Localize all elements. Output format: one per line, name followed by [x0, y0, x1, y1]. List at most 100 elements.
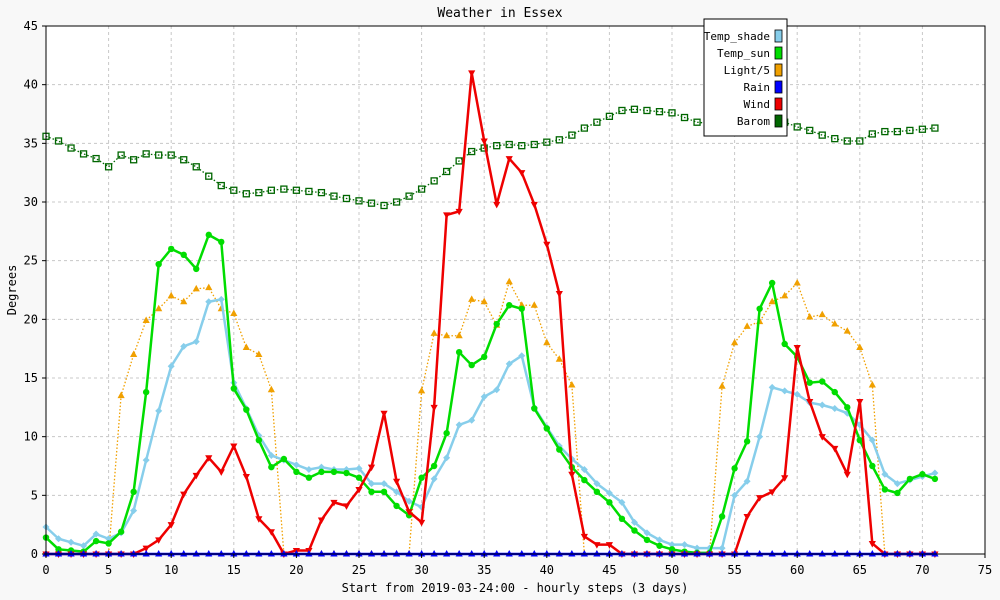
rain-point: [843, 550, 851, 557]
temp-sun-point: [806, 379, 813, 386]
temp-shade-point: [142, 456, 150, 464]
light-5-point: [480, 297, 488, 305]
temp-sun-point: [481, 353, 488, 361]
rain-point: [418, 550, 426, 557]
temp-shade-point: [931, 469, 939, 477]
barom-point: [605, 112, 614, 120]
rain-point: [818, 550, 826, 557]
temp-shade-point: [205, 298, 213, 306]
wind-point: [518, 170, 526, 177]
rain-point: [380, 550, 388, 557]
barom-point: [280, 185, 288, 193]
temp-sun-point: [518, 305, 525, 312]
rain-point: [480, 550, 488, 557]
rain-point: [731, 550, 739, 557]
light-5-point: [230, 309, 238, 316]
barom-point: [530, 140, 538, 149]
temp-shade-point: [618, 498, 626, 506]
temp-shade-point: [380, 480, 388, 488]
rain-point: [630, 550, 639, 557]
light-5-point: [818, 310, 826, 318]
temp-shade-point: [67, 538, 75, 546]
barom-point: [417, 185, 426, 193]
light-5-point: [167, 291, 175, 299]
temp-shade-point: [217, 295, 225, 303]
barom-point: [430, 177, 438, 185]
rain-point: [255, 550, 263, 557]
temp-sun-point: [531, 405, 538, 412]
temp-shade-point: [167, 362, 175, 370]
temp-sun-point: [756, 305, 763, 312]
barom-point: [217, 181, 225, 190]
y-tick-label: 20: [24, 312, 38, 326]
wind-point: [743, 513, 751, 521]
barom-point: [518, 142, 526, 150]
wind-point: [543, 241, 551, 249]
rain-point: [267, 550, 275, 557]
x-tick-label: 20: [289, 563, 303, 577]
temp-sun-point: [768, 279, 776, 287]
light-5-point: [180, 297, 188, 305]
barom-point: [167, 151, 175, 159]
plot-border: [45, 25, 986, 555]
temp-sun-point: [55, 546, 62, 553]
wind-point: [230, 443, 238, 451]
y-axis-ticks: 0 5 10 15 20 25 30 35 40 45: [24, 19, 46, 561]
temp-sun-point: [743, 438, 751, 445]
light-5-point: [242, 343, 250, 350]
barom-point: [630, 105, 639, 113]
series-temp-sun: [42, 231, 939, 557]
barom-point: [655, 108, 664, 116]
rain-point: [355, 550, 363, 557]
barom-point: [155, 151, 163, 159]
temp-shade-point: [80, 542, 88, 550]
rain-point: [693, 550, 701, 557]
barom-point: [918, 125, 927, 133]
temp-shade-point: [768, 383, 776, 391]
light-5-point: [831, 320, 839, 327]
wind-point: [142, 545, 150, 553]
rain-point: [881, 550, 889, 557]
temp-sun-point: [718, 513, 726, 520]
temp-shade-point: [393, 488, 401, 496]
barom-point: [831, 134, 839, 143]
barom-point: [317, 188, 326, 197]
temp-shade-point: [505, 360, 513, 368]
light-5-point: [155, 304, 163, 312]
rain-point: [242, 550, 250, 557]
wind-point: [831, 445, 839, 453]
wind-point: [180, 491, 188, 499]
barom-point: [54, 137, 63, 145]
y-tick-label: 35: [24, 136, 38, 150]
light-5-point: [718, 382, 726, 389]
temp-sun-point: [831, 388, 838, 396]
light-5-point: [142, 316, 150, 324]
barom-point: [593, 118, 601, 126]
temp-sun-point: [293, 468, 300, 476]
rain-point: [580, 550, 588, 557]
legend-swatch-temp-sun: [774, 46, 783, 60]
wind-point: [367, 464, 376, 472]
wind-point: [205, 455, 213, 462]
barom-point: [881, 127, 889, 136]
barom-point: [67, 144, 75, 152]
rain-point: [768, 550, 776, 557]
legend-swatch-barom: [774, 114, 783, 128]
barom-point: [893, 127, 902, 136]
light-5-point: [768, 297, 776, 305]
temp-sun-point: [305, 474, 313, 481]
temp-shade-point: [756, 433, 764, 441]
wind-point: [242, 474, 250, 481]
barom-point: [793, 123, 801, 131]
y-tick-label: 40: [24, 78, 38, 92]
rain-point: [555, 550, 563, 557]
light-5-point: [543, 338, 551, 346]
wind-point: [593, 542, 601, 549]
temp-sun-point: [418, 474, 425, 481]
wind-point: [418, 519, 426, 527]
barom-point: [505, 140, 513, 149]
rain-point: [518, 550, 526, 557]
wind-line: [46, 71, 935, 556]
legend-label-barom: Barom: [737, 115, 770, 128]
barom-point: [142, 150, 150, 158]
